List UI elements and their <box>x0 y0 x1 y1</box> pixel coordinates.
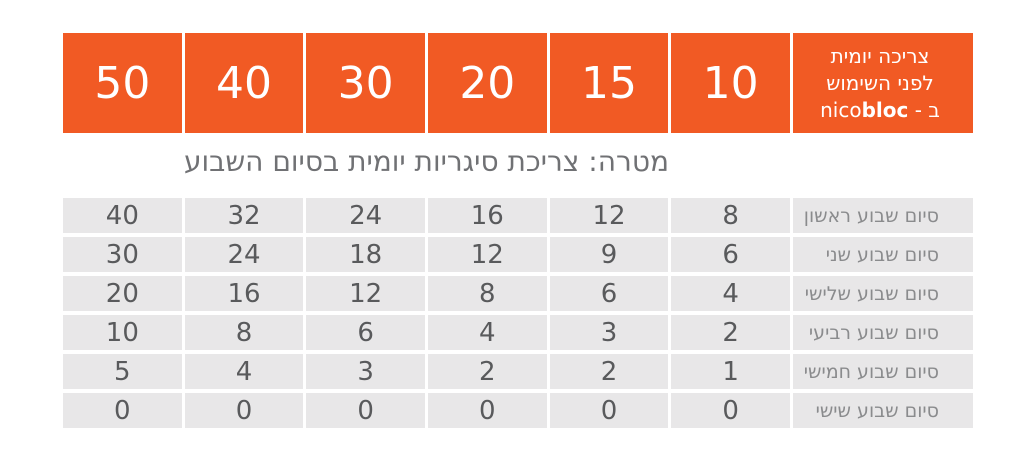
table-cell: 16 <box>427 198 547 233</box>
table-cell: 12 <box>306 276 425 311</box>
table-cell: 8 <box>671 198 790 233</box>
table-cell: 24 <box>184 237 304 272</box>
table-cell: 18 <box>306 237 425 272</box>
table-cell: 16 <box>184 276 304 311</box>
brand-name-bold: bloc <box>861 97 909 122</box>
table-cell: 12 <box>427 237 547 272</box>
table-cell: 8 <box>184 315 304 350</box>
table-cell: 0 <box>184 393 304 428</box>
table-cell: 6 <box>306 315 425 350</box>
table-cell: 30 <box>63 237 182 272</box>
table-cell: 4 <box>184 354 304 389</box>
header-row: 50 40 30 20 15 10 צריכה יומית לפני השימו… <box>63 33 973 133</box>
table-cell: 4 <box>427 315 547 350</box>
header-value-cell: 15 <box>549 33 669 133</box>
table-cell: 2 <box>671 315 790 350</box>
row-label-week-1: סיום שבוע ראשון <box>792 198 973 233</box>
data-table: 40 32 24 16 12 8 סיום שבוע ראשון 30 24 1… <box>63 198 973 428</box>
row-label-week-5: סיום שבוע חמישי <box>792 354 973 389</box>
brand-name-normal: nico <box>820 97 862 122</box>
table-cell: 3 <box>306 354 425 389</box>
table-cell: 6 <box>671 237 790 272</box>
table-title: מטרה: צריכת סיגריות יומית בסיום השבוע <box>183 145 670 178</box>
row-label-week-4: סיום שבוע רביעי <box>792 315 973 350</box>
header-label-line-2: לפני השימוש <box>826 70 934 95</box>
table-cell: 12 <box>549 198 669 233</box>
table-cell: 24 <box>306 198 425 233</box>
table-cell: 20 <box>63 276 182 311</box>
row-label-week-3: סיום שבוע שלישי <box>792 276 973 311</box>
header-value-cell: 50 <box>63 33 182 133</box>
table-cell: 2 <box>427 354 547 389</box>
header-label-line-1: צריכה יומית <box>830 43 930 68</box>
table-cell: 9 <box>549 237 669 272</box>
row-label-week-6: סיום שבוע שישי <box>792 393 973 428</box>
table-cell: 32 <box>184 198 304 233</box>
table-cell: 3 <box>549 315 669 350</box>
table-cell: 6 <box>549 276 669 311</box>
table-cell: 0 <box>306 393 425 428</box>
table-cell: 0 <box>63 393 182 428</box>
table-cell: 8 <box>427 276 547 311</box>
header-value-cell: 40 <box>184 33 304 133</box>
header-label-cell: צריכה יומית לפני השימוש ב - nicobloc <box>792 33 973 133</box>
table-cell: 5 <box>63 354 182 389</box>
row-label-week-2: סיום שבוע שני <box>792 237 973 272</box>
header-value-cell: 20 <box>427 33 547 133</box>
table-cell: 0 <box>549 393 669 428</box>
table-cell: 1 <box>671 354 790 389</box>
table-cell: 4 <box>671 276 790 311</box>
header-value-cell: 10 <box>671 33 790 133</box>
table-cell: 2 <box>549 354 669 389</box>
header-label-line-3: ב - nicobloc <box>820 97 940 122</box>
table-cell: 0 <box>427 393 547 428</box>
table-cell: 0 <box>671 393 790 428</box>
header-value-cell: 30 <box>306 33 425 133</box>
table-cell: 40 <box>63 198 182 233</box>
table-cell: 10 <box>63 315 182 350</box>
